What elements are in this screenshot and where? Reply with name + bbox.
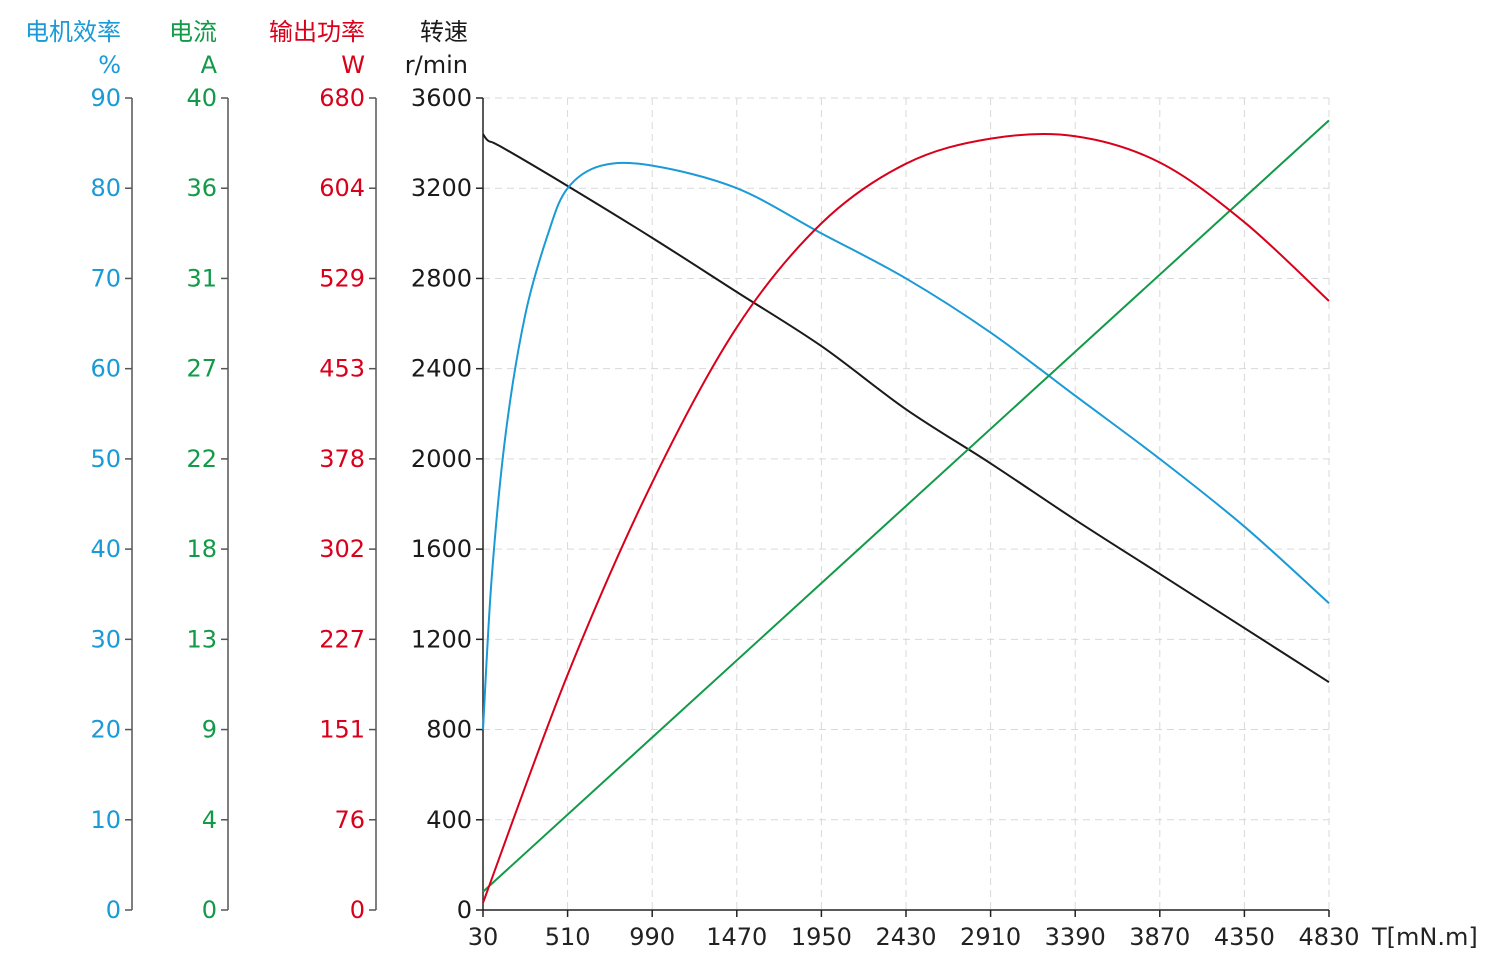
x-tick-label: 990: [629, 923, 675, 951]
current-tick-label: 9: [202, 716, 217, 744]
speed-tick-label: 2000: [411, 445, 472, 473]
speed-tick-label: 3200: [411, 174, 472, 202]
efficiency-tick-label: 60: [90, 355, 121, 383]
efficiency-tick-label: 20: [90, 716, 121, 744]
power-tick-label: 151: [319, 716, 365, 744]
current-tick-label: 18: [186, 535, 217, 563]
x-tick-label: 1950: [791, 923, 852, 951]
x-tick-label: 3390: [1045, 923, 1106, 951]
x-tick-label: 4830: [1298, 923, 1359, 951]
current-tick-label: 36: [186, 174, 217, 202]
x-tick-label: 3870: [1129, 923, 1190, 951]
efficiency-series-line: [482, 161, 1330, 730]
current-tick-label: 4: [202, 806, 217, 834]
current-tick-label: 22: [186, 445, 217, 473]
speed-tick-label: 3600: [411, 84, 472, 112]
current-axis-title: 电流: [169, 18, 217, 46]
efficiency-axis-unit: %: [98, 51, 121, 79]
speed-axis-unit: r/min: [405, 51, 468, 79]
x-tick-label: 1470: [706, 923, 767, 951]
efficiency-tick-label: 40: [90, 535, 121, 563]
speed-axis-title: 转速: [420, 18, 468, 46]
efficiency-tick-label: 70: [90, 264, 121, 292]
x-tick-label: 510: [545, 923, 591, 951]
efficiency-tick-label: 10: [90, 806, 121, 834]
power-tick-label: 453: [319, 355, 365, 383]
speed-tick-label: 1200: [411, 625, 472, 653]
efficiency-tick-label: 0: [106, 896, 121, 924]
speed-tick-label: 400: [426, 806, 472, 834]
efficiency-axis-title: 电机效率: [25, 18, 121, 46]
power-tick-label: 227: [319, 625, 365, 653]
x-tick-label: 2910: [960, 923, 1021, 951]
current-tick-label: 31: [186, 264, 217, 292]
grid-lines: [483, 97, 1330, 910]
efficiency-tick-label: 50: [90, 445, 121, 473]
power-tick-label: 378: [319, 445, 365, 473]
speed-series-line: [482, 133, 1330, 684]
speed-tick-label: 800: [426, 716, 472, 744]
power-tick-label: 529: [319, 264, 365, 292]
current-tick-label: 40: [186, 84, 217, 112]
efficiency-tick-label: 90: [90, 84, 121, 112]
current-tick-label: 27: [186, 355, 217, 383]
x-tick-label: 30: [468, 923, 499, 951]
x-tick-label: 4350: [1214, 923, 1275, 951]
power-tick-label: 680: [319, 84, 365, 112]
current-tick-label: 0: [202, 896, 217, 924]
power-tick-label: 604: [319, 174, 365, 202]
speed-tick-label: 2800: [411, 264, 472, 292]
efficiency-tick-label: 30: [90, 625, 121, 653]
current-axis-unit: A: [201, 51, 218, 79]
x-tick-label: 2430: [875, 923, 936, 951]
efficiency-tick-label: 80: [90, 174, 121, 202]
power-tick-label: 0: [350, 896, 365, 924]
power-series-line: [482, 133, 1330, 904]
current-series-line: [482, 119, 1330, 893]
speed-tick-label: 1600: [411, 535, 472, 563]
speed-tick-label: 0: [457, 896, 472, 924]
speed-tick-label: 2400: [411, 355, 472, 383]
power-axis-title: 输出功率: [269, 18, 365, 46]
power-tick-label: 302: [319, 535, 365, 563]
x-axis-label: T[mN.m]: [1371, 923, 1478, 951]
power-tick-label: 76: [334, 806, 365, 834]
current-tick-label: 13: [186, 625, 217, 653]
power-axis-unit: W: [341, 51, 365, 79]
